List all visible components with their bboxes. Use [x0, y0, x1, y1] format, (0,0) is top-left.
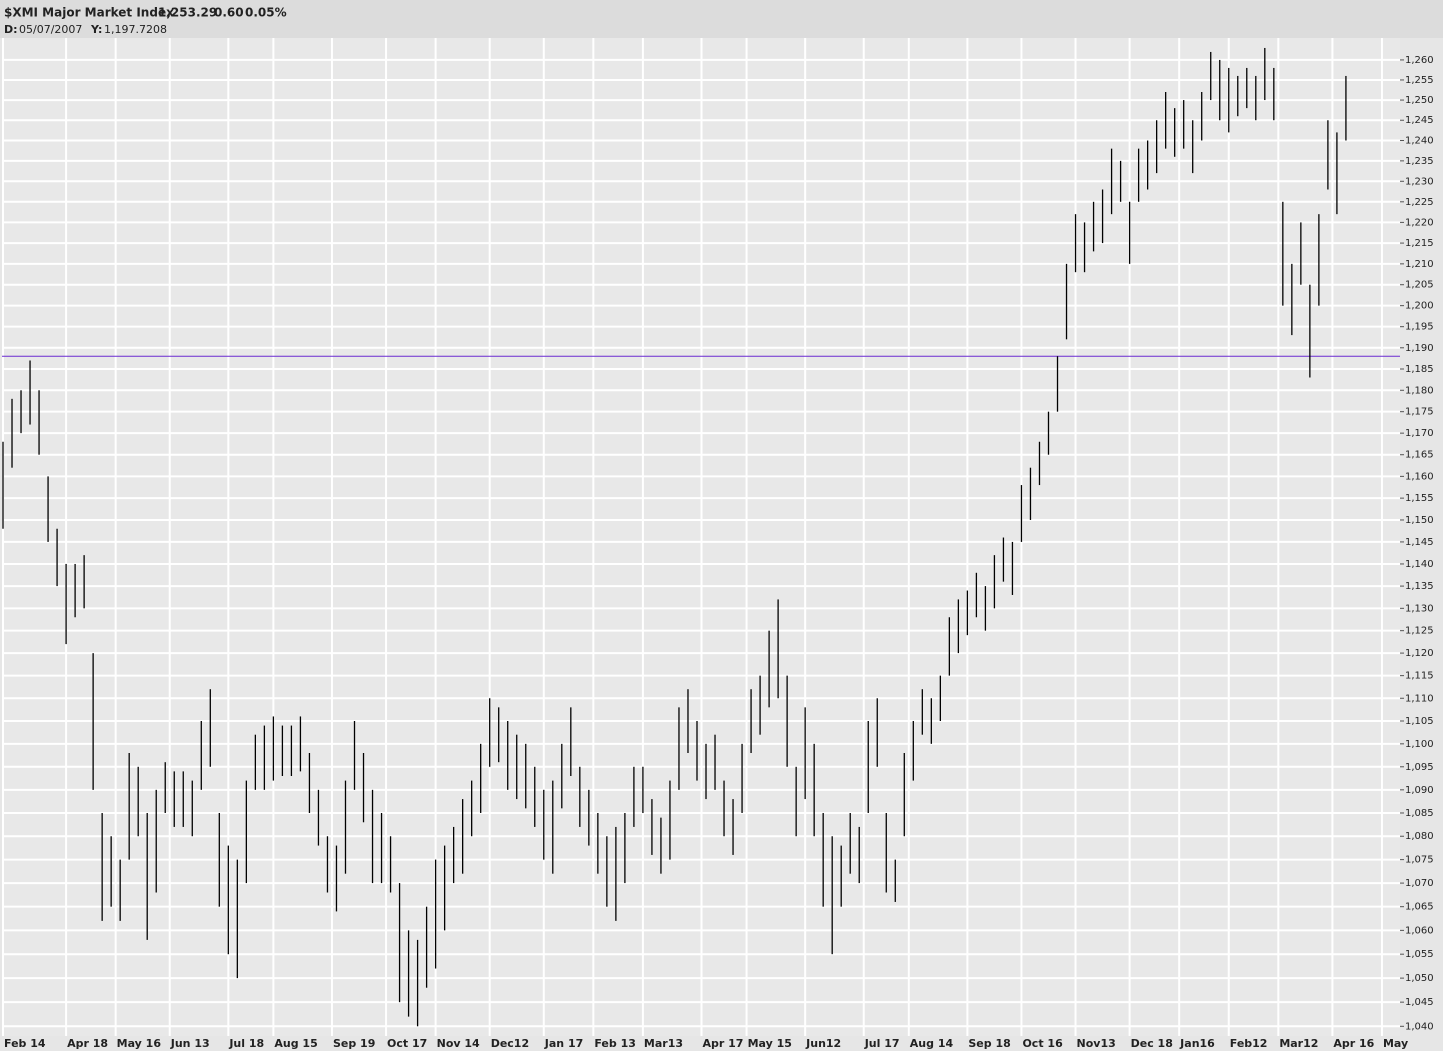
y-tick-label: 1,045 — [1405, 997, 1434, 1008]
x-tick-label: Jun 13 — [170, 1037, 210, 1050]
y-tick-label: 1,135 — [1405, 581, 1434, 592]
x-tick-label: May 15 — [748, 1037, 792, 1050]
y-tick-label: 1,200 — [1405, 301, 1434, 312]
y-value: 1,197.7208 — [104, 23, 167, 36]
date-label: D: — [4, 23, 18, 36]
x-tick-label: Dec12 — [491, 1037, 529, 1050]
y-tick-label: 1,055 — [1405, 949, 1434, 960]
x-tick-label: Jul 18 — [228, 1037, 264, 1050]
y-tick-label: 1,215 — [1405, 238, 1434, 249]
y-tick-label: 1,130 — [1405, 603, 1434, 614]
grid: 1,040 1,045 1,050 1,055 1,060 1,065 1,070 1,075… — [2, 38, 1434, 1050]
y-tick-label: 1,095 — [1405, 762, 1434, 773]
x-tick-label: Sep 18 — [968, 1037, 1010, 1050]
x-tick-label: Oct 16 — [1022, 1037, 1063, 1050]
x-tick-label: Apr 16 — [1333, 1037, 1374, 1050]
y-tick-label: 1,040 — [1405, 1021, 1434, 1032]
y-tick-label: 1,180 — [1405, 385, 1434, 396]
y-tick-label: 1,050 — [1405, 973, 1434, 984]
x-tick-label: Feb 14 — [4, 1037, 46, 1050]
y-tick-label: 1,165 — [1405, 450, 1434, 461]
y-tick-label: 1,060 — [1405, 925, 1434, 936]
y-tick-label: 1,205 — [1405, 280, 1434, 291]
x-tick-label: Oct 17 — [387, 1037, 427, 1050]
x-tick-label: Feb 13 — [594, 1037, 636, 1050]
y-tick-label: 1,075 — [1405, 855, 1434, 866]
y-tick-label: 1,245 — [1405, 115, 1434, 126]
x-tick-label: Jul 17 — [864, 1037, 900, 1050]
x-tick-label: Apr 17 — [703, 1037, 744, 1050]
y-tick-label: 1,150 — [1405, 515, 1434, 526]
y-tick-label: 1,255 — [1405, 75, 1434, 86]
x-tick-label: Sep 19 — [333, 1037, 375, 1050]
change-percent: 0.05% — [245, 6, 287, 20]
y-tick-label: 1,115 — [1405, 671, 1434, 682]
y-tick-label: 1,125 — [1405, 626, 1434, 637]
x-tick-label: May 16 — [117, 1037, 162, 1050]
last-price: 1,253.29 — [158, 6, 217, 20]
y-tick-label: 1,175 — [1405, 407, 1434, 418]
y-tick-label: 1,240 — [1405, 136, 1434, 147]
y-tick-label: 1,100 — [1405, 739, 1434, 750]
y-tick-label: 1,235 — [1405, 156, 1434, 167]
y-tick-label: 1,155 — [1405, 493, 1434, 504]
chart-title: $XMI Major Market Index — [4, 6, 174, 20]
x-tick-label: Dec 18 — [1131, 1037, 1173, 1050]
y-tick-label: 1,210 — [1405, 259, 1434, 270]
y-tick-label: 1,260 — [1405, 55, 1434, 66]
y-tick-label: 1,225 — [1405, 197, 1434, 208]
y-tick-label: 1,170 — [1405, 428, 1434, 439]
x-tick-label: Mar12 — [1279, 1037, 1318, 1050]
x-tick-label: Nov13 — [1077, 1037, 1116, 1050]
y-tick-label: 1,070 — [1405, 878, 1434, 889]
y-tick-label: 1,105 — [1405, 716, 1434, 727]
y-tick-label: 1,120 — [1405, 648, 1434, 659]
y-tick-label: 1,230 — [1405, 176, 1434, 187]
date-value: 05/07/2007 — [19, 23, 82, 36]
y-tick-label: 1,185 — [1405, 364, 1434, 375]
y-tick-label: 1,110 — [1405, 693, 1434, 704]
x-tick-label: Jan 17 — [544, 1037, 583, 1050]
x-tick-label: Nov 14 — [437, 1037, 480, 1050]
x-tick-label: Jun12 — [805, 1037, 841, 1050]
bars — [2, 47, 1347, 1027]
x-tick-label: May — [1383, 1037, 1408, 1050]
y-tick-label: 1,090 — [1405, 785, 1434, 796]
x-tick-label: Apr 18 — [67, 1037, 108, 1050]
x-tick-label: Jan16 — [1179, 1037, 1215, 1050]
y-tick-label: 1,220 — [1405, 217, 1434, 228]
y-tick-label: 1,140 — [1405, 559, 1434, 570]
y-tick-label: 1,080 — [1405, 831, 1434, 842]
header-background — [0, 0, 1443, 38]
y-tick-label: 1,085 — [1405, 808, 1434, 819]
y-tick-label: 1,190 — [1405, 343, 1434, 354]
x-tick-label: Aug 14 — [910, 1037, 954, 1050]
x-tick-label: Mar13 — [644, 1037, 683, 1050]
x-tick-label: Feb12 — [1230, 1037, 1268, 1050]
change: 0.60 — [214, 6, 244, 20]
x-tick-label: Aug 15 — [274, 1037, 317, 1050]
y-tick-label: 1,250 — [1405, 95, 1434, 106]
y-tick-label: 1,065 — [1405, 902, 1434, 913]
y-tick-label: 1,160 — [1405, 471, 1434, 482]
y-tick-label: 1,195 — [1405, 322, 1434, 333]
y-tick-label: 1,145 — [1405, 537, 1434, 548]
y-label: Y: — [90, 23, 102, 36]
